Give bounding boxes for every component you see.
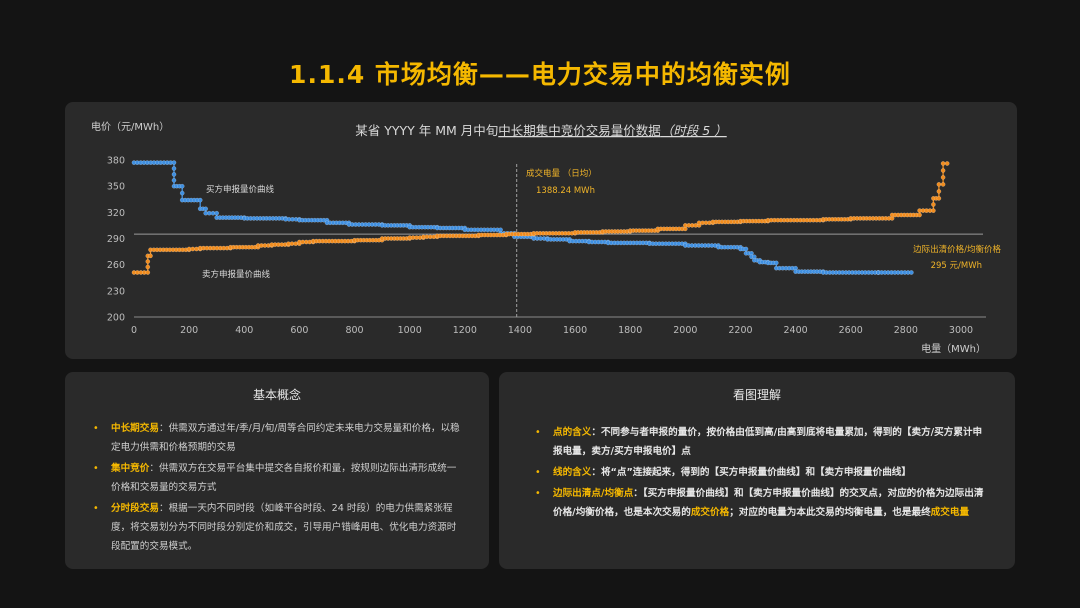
y-tick-label: 350	[107, 182, 125, 193]
concept-term: 分时段交易	[111, 503, 159, 514]
buyer-point	[171, 172, 177, 177]
seller-point	[940, 175, 946, 180]
seller-point	[145, 259, 151, 264]
y-tick-label: 380	[107, 156, 125, 167]
concept-sep: ：	[158, 503, 169, 514]
concept-item: 中长期交易：供需双方通过年/季/月/旬/周等合同约定未来电力交易量和价格，以稳定…	[93, 419, 463, 457]
marker-layer	[131, 160, 950, 275]
volume-annotation-value: 1388.24 MWh	[536, 186, 595, 196]
y-tick-label: 290	[107, 234, 125, 245]
reading-keyword: 成交电量	[930, 507, 970, 518]
price-annotation-value: 295 元/MWh	[931, 261, 982, 271]
y-tick-label: 260	[107, 260, 125, 271]
y-tick-label: 200	[107, 313, 125, 324]
concept-term: 中长期交易	[111, 423, 159, 434]
reading-item: 边际出清点/均衡点：【买方申报量价曲线】和【卖方申报量价曲线】的交叉点，对应的价…	[535, 484, 991, 522]
chart-title-prefix: 某省 YYYY 年 MM 月中旬	[355, 123, 498, 138]
reading-text: ：将“点”连接起来，得到的【买方申报量价曲线】和【卖方申报量价曲线】	[591, 467, 911, 478]
seller-point	[936, 189, 942, 194]
buyer-point	[179, 183, 185, 189]
x-tick-label: 2800	[894, 325, 918, 336]
y-axis-label: 电价（元/MWh）	[91, 120, 169, 133]
x-tick-label: 2400	[784, 325, 808, 336]
buyer-point	[171, 166, 177, 171]
x-tick-label: 1200	[453, 325, 477, 336]
x-tick-label: 1800	[618, 325, 642, 336]
supply-demand-chart: 某省 YYYY 年 MM 月中旬中长期集中竞价交易量价数据（时段 5 ） 电价（…	[91, 120, 1001, 355]
x-tick-label: 800	[345, 325, 363, 336]
x-tick-label: 0	[131, 325, 137, 336]
seller-point	[936, 182, 942, 187]
reading-term: 点的含义	[553, 427, 592, 438]
seller-point	[940, 182, 946, 187]
concepts-list: 中长期交易：供需双方通过年/季/月/旬/周等合同约定未来电力交易量和价格，以稳定…	[65, 419, 489, 556]
reading-keyword: 成交价格	[690, 507, 730, 518]
seller-point	[944, 161, 950, 166]
x-tick-label: 200	[180, 325, 198, 336]
concepts-panel: 基本概念 中长期交易：供需双方通过年/季/月/旬/周等合同约定未来电力交易量和价…	[65, 372, 489, 569]
concept-item: 分时段交易：根据一天内不同时段（如峰平谷时段、24 时段）的电力供需紧张程度，将…	[93, 499, 463, 556]
seller-point	[148, 253, 153, 259]
seller-point	[931, 202, 936, 207]
volume-annotation-title: 成交电量 （日均）	[526, 168, 597, 179]
slide-title: 1.1.4 市场均衡——电力交易中的均衡实例	[289, 60, 791, 89]
axes-layer: 0 200 400 600 800 1000 1200 1400 1600 1800 2000 220…	[107, 156, 986, 336]
reading-text: ；对应的电量为本此交易的均衡电量，也是最终	[729, 507, 931, 518]
concepts-heading: 基本概念	[252, 388, 301, 402]
buyer-point	[773, 260, 779, 266]
seller-point	[917, 212, 922, 218]
concept-item: 集中竞价：供需双方在交易平台集中提交各自报价和量，按规则边际出清形成统一价格和交…	[93, 459, 463, 497]
buyer-point	[171, 160, 177, 165]
seller-point	[931, 208, 936, 213]
seller-point	[145, 264, 151, 270]
x-tick-label: 600	[290, 325, 308, 336]
buyer-point	[179, 190, 185, 196]
seller-point	[940, 168, 946, 173]
reading-term: 边际出清点/均衡点	[553, 488, 634, 499]
reading-text: ：不同参与者申报的量价，按价格由低到高/由高到底将电量累加，得到的【卖方/买方累…	[553, 427, 983, 457]
chart-panel: 某省 YYYY 年 MM 月中旬中长期集中竞价交易量价数据（时段 5 ） 电价（…	[65, 102, 1017, 359]
buyer-point	[909, 270, 914, 275]
x-tick-label: 1000	[398, 325, 422, 336]
reading-item: 线的含义：将“点”连接起来，得到的【买方申报量价曲线】和【卖方申报量价曲线】	[535, 463, 991, 482]
seller-point	[145, 270, 151, 275]
buyer-point	[214, 210, 220, 216]
seller-point	[936, 196, 942, 201]
reading-panel: 看图理解 点的含义：不同参与者申报的量价，按价格由低到高/由高到底将电量累加，得…	[499, 372, 1015, 569]
chart-title: 某省 YYYY 年 MM 月中旬中长期集中竞价交易量价数据（时段 5 ）	[355, 123, 726, 138]
concept-text: 供需双方在交易平台集中提交各自报价和量，按规则边际出清形成统一价格和交易量的交易…	[111, 463, 457, 493]
reading-item: 点的含义：不同参与者申报的量价，按价格由低到高/由高到底将电量累加，得到的【卖方…	[535, 423, 991, 461]
buyer-point	[171, 177, 177, 183]
x-axis-label: 电量（MWh）	[921, 342, 986, 355]
x-tick-label: 1600	[563, 325, 587, 336]
buyer-point	[203, 206, 209, 212]
x-tick-label: 2000	[673, 325, 697, 336]
x-tick-label: 3000	[949, 325, 973, 336]
concept-text: 根据一天内不同时段（如峰平谷时段、24 时段）的电力供需紧张程度，将交易划分为不…	[111, 503, 457, 552]
chart-title-suffix: （时段 5 ）	[661, 123, 727, 138]
reading-text: ：【买方申报量价曲线】和【卖方申报量价曲线】的交叉点，对应的价格为边际出清价格/…	[553, 488, 984, 518]
price-annotation-title: 边际出清价格/均衡价格	[913, 244, 1001, 255]
reading-term: 线的含义	[553, 467, 592, 478]
y-tick-label: 320	[107, 208, 125, 219]
y-tick-label: 230	[107, 286, 125, 297]
seller-curve-label: 卖方申报量价曲线	[202, 269, 271, 280]
reading-list: 点的含义：不同参与者申报的量价，按价格由低到高/由高到底将电量累加，得到的【卖方…	[499, 423, 1015, 522]
x-tick-label: 1400	[508, 325, 532, 336]
x-tick-label: 2600	[839, 325, 863, 336]
seller-point	[940, 161, 946, 166]
reading-heading: 看图理解	[732, 388, 781, 402]
concept-term: 集中竞价	[111, 463, 150, 474]
concept-sep: ：	[158, 423, 169, 434]
buyer-point	[197, 197, 203, 203]
buyer-curve-label: 买方申报量价曲线	[206, 184, 275, 195]
x-tick-label: 400	[235, 325, 253, 336]
concept-text: 供需双方通过年/季/月/旬/周等合同约定未来电力交易量和价格，以稳定电力供需和价…	[111, 423, 460, 453]
concept-sep: ：	[149, 463, 159, 474]
buyer-point	[743, 246, 749, 252]
x-tick-label: 2200	[728, 325, 752, 336]
chart-title-underlined: 中长期集中竞价交易量价数据	[498, 123, 661, 138]
